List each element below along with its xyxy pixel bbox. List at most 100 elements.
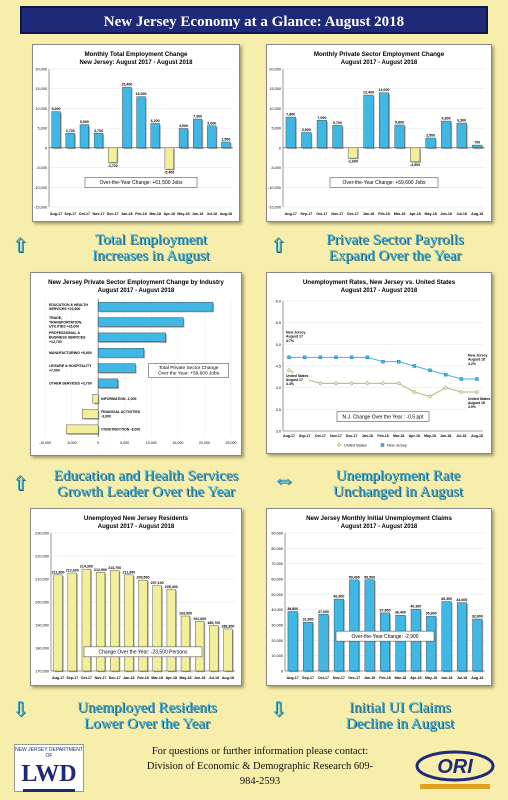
series-point — [443, 372, 448, 377]
bar — [378, 92, 390, 149]
point-label-line: August 17 — [286, 335, 303, 339]
bar — [456, 602, 467, 672]
bar — [363, 94, 374, 149]
y-tick-label: 40,000 — [271, 608, 283, 612]
x-tick-label: Mar-18 — [149, 212, 161, 216]
bar — [303, 622, 314, 672]
chart-subtitle: New Jersey: August 2017 - August 2018 — [80, 60, 194, 66]
y-tick-label: 20,000 — [269, 68, 281, 72]
x-tick-label: Dec-17 — [346, 434, 358, 438]
bar — [380, 612, 390, 672]
category-label-line: +12,700 — [49, 340, 62, 344]
bar-value-label: 2,500 — [426, 134, 435, 138]
chart-subtitle: August 2017 - August 2018 — [98, 524, 175, 530]
caption-line: Growth Leader Over the Year — [57, 484, 235, 500]
chart-svg: New Jersey Private Sector Employment Cha… — [39, 279, 237, 445]
point-label-line: 4.7% — [286, 339, 295, 343]
bar-value-label: -5,400 — [164, 171, 174, 175]
ori-logo-graphic: ORI — [415, 750, 495, 789]
contact-line: For questions or further information ple… — [151, 746, 369, 757]
caption-private-payrolls: Private Sector Payrolls Expand Over the … — [290, 232, 500, 264]
x-tick-label: 0 — [97, 441, 99, 445]
bar-value-label: -2,600 — [348, 160, 358, 164]
x-tick-label: 20,000 — [199, 441, 210, 445]
y-tick-label: 10,000 — [35, 107, 47, 111]
bar — [195, 621, 205, 672]
bar — [79, 124, 89, 149]
y-tick-label: 190,000 — [35, 624, 49, 628]
legend-label: New Jersey — [387, 444, 407, 448]
x-tick-label: May-18 — [425, 676, 437, 680]
bar — [301, 132, 312, 149]
point-label-line: United States — [286, 374, 308, 378]
caption-line: Unchanged in August — [333, 484, 463, 500]
y-tick-label: 230,000 — [35, 532, 49, 536]
annotation-text: Over-the-Year Change: -2,900 — [351, 634, 418, 640]
y-tick-label: 50,000 — [271, 593, 283, 597]
series-point — [396, 381, 401, 386]
point-label-line: New Jersey — [468, 353, 487, 357]
annotation-text: Change Over the Year: -23,500 Persons — [99, 650, 188, 656]
bar-value-label: 3,700 — [94, 129, 103, 133]
x-tick-label: Jan-18 — [121, 212, 132, 216]
annotation-box — [83, 646, 203, 658]
category-label: MANUFACTURING +8,600 — [49, 351, 92, 355]
legend-marker — [380, 443, 385, 447]
ori-logo-text: ORI — [437, 756, 473, 778]
caption-line: Increases in August — [92, 248, 210, 264]
x-tick-label: Oct-17 — [316, 212, 327, 216]
contact-info: For questions or further information ple… — [140, 744, 380, 789]
x-tick-label: Aug-17 — [285, 212, 297, 216]
x-tick-label: May-18 — [177, 212, 189, 216]
series-point — [349, 355, 354, 360]
caption-education-health: Education and Health Services Growth Lea… — [32, 468, 260, 500]
category-label-line: UTILITIES +16,000 — [49, 325, 79, 329]
series-point — [349, 381, 354, 386]
bar — [425, 137, 436, 149]
point-label-line: August 17 — [286, 378, 303, 382]
bar — [97, 302, 214, 312]
bar — [395, 614, 406, 672]
bar-value-label: 59,500 — [364, 575, 375, 579]
category-label: PROFESSIONAL & BUSINESS SERVICES +12,700 — [49, 331, 86, 344]
bar — [66, 424, 99, 434]
bar — [93, 133, 104, 149]
annotation-box — [148, 363, 229, 378]
bar-value-label: 211,800 — [122, 570, 135, 574]
bar — [138, 579, 148, 672]
category-label-line: OTHER SERVICES +3,700 — [49, 382, 92, 386]
y-tick-label: 5,000 — [37, 127, 47, 131]
chart-title: Unemployment Rates, New Jersey vs. Unite… — [303, 279, 456, 286]
point-label-line: New Jersey — [286, 331, 305, 335]
x-tick-label: Jan-18 — [363, 212, 374, 216]
y-tick-label: -15,000 — [268, 206, 281, 210]
x-tick-label: Apr-18 — [410, 676, 421, 680]
bar-value-label: 212,600 — [66, 569, 79, 573]
series-point — [365, 355, 370, 360]
category-label-line: -3,000 — [101, 415, 111, 419]
annotation-text: Over the Year: +59,600 Jobs — [158, 371, 220, 377]
y-tick-label: 10,000 — [271, 654, 283, 658]
x-tick-label: Oct-17 — [79, 212, 90, 216]
left-right-arrow-icon: ⇔ — [272, 466, 296, 493]
bar-value-label: 6,800 — [442, 117, 451, 121]
chart-subtitle: August 2017 - August 2018 — [98, 288, 175, 294]
bar — [180, 615, 191, 672]
bar — [285, 116, 296, 149]
y-tick-label: 90,000 — [271, 532, 283, 536]
bar-value-label: 44,600 — [456, 598, 467, 602]
x-tick-label: Nov-17 — [93, 212, 105, 216]
bar — [347, 147, 358, 159]
ui-claims-chart: New Jersey Monthly Initial Unemployment … — [266, 508, 492, 686]
caption-line: Decline in August — [345, 716, 455, 732]
x-tick-label: May-18 — [424, 434, 436, 438]
x-tick-label: Nov-17 — [330, 434, 342, 438]
bar-value-label: 3,700 — [66, 129, 75, 133]
legend-label: United States — [344, 444, 367, 448]
x-tick-label: May-18 — [179, 676, 191, 680]
y-tick-label: 60,000 — [271, 578, 283, 582]
category-label-line: LEISURE & HOSPITALITY — [49, 364, 92, 368]
bar — [97, 348, 145, 358]
series-point — [333, 381, 339, 386]
bar — [97, 317, 184, 327]
